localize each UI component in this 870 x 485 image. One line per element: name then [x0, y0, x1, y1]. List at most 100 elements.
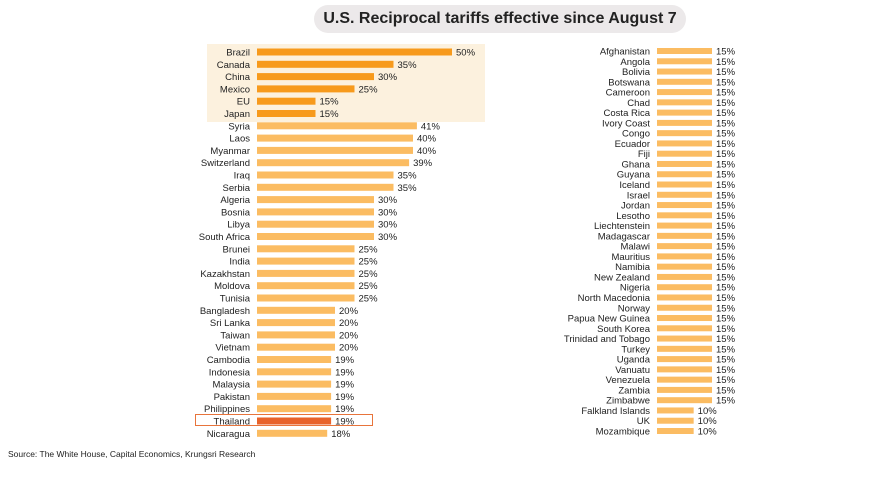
right-bar-chad [657, 99, 713, 106]
left-value-serbia: 35% [398, 183, 418, 194]
left-bar-philippines [257, 405, 332, 413]
right-value-mauritius: 15% [716, 252, 736, 263]
left-bar-bangladesh [257, 306, 335, 314]
left-bar-pakistan [257, 392, 332, 400]
right-bar-israel [657, 191, 713, 198]
right-value-mozambique: 10% [698, 426, 718, 437]
right-bar-malawi [657, 243, 713, 250]
right-label-zimbabwe: Zimbabwe [606, 396, 650, 407]
right-bar-lesotho [657, 212, 713, 219]
left-bar-serbia [257, 183, 394, 191]
left-bar-thailand [257, 417, 332, 425]
right-value-bolivia: 15% [716, 67, 736, 78]
right-value-angola: 15% [716, 57, 736, 68]
right-value-malawi: 15% [716, 242, 736, 253]
right-label-north-macedonia: North Macedonia [578, 293, 651, 304]
right-bar-zambia [657, 386, 713, 393]
right-label-uganda: Uganda [617, 355, 651, 366]
left-label-philippines: Philippines [204, 404, 250, 415]
left-label-sri-lanka: Sri Lanka [210, 318, 251, 329]
right-value-norway: 15% [716, 303, 736, 314]
left-bar-tunisia [257, 294, 355, 302]
right-bar-fiji [657, 150, 713, 157]
left-label-vietnam: Vietnam [215, 343, 250, 354]
right-value-north-macedonia: 15% [716, 293, 736, 304]
left-bar-algeria [257, 196, 374, 204]
right-label-iceland: Iceland [619, 180, 650, 191]
right-value-zimbabwe: 15% [716, 396, 736, 407]
left-value-cambodia: 19% [335, 355, 355, 366]
left-label-bosnia: Bosnia [221, 207, 251, 218]
left-label-laos: Laos [229, 134, 250, 145]
right-label-turkey: Turkey [621, 344, 650, 355]
right-value-botswana: 15% [716, 77, 736, 88]
left-bar-bosnia [257, 208, 374, 216]
right-bar-ivory-coast [657, 119, 713, 126]
right-value-afghanistan: 15% [716, 47, 736, 58]
right-value-zambia: 15% [716, 385, 736, 396]
left-bar-eu [257, 97, 316, 105]
left-bar-taiwan [257, 331, 335, 339]
left-label-serbia: Serbia [223, 183, 251, 194]
left-bar-indonesia [257, 368, 332, 376]
left-bar-moldova [257, 282, 355, 290]
right-value-venezuela: 15% [716, 375, 736, 386]
left-bar-myanmar [257, 146, 413, 154]
right-label-israel: Israel [627, 190, 650, 201]
left-label-malaysia: Malaysia [213, 380, 251, 391]
right-label-norway: Norway [618, 303, 650, 314]
right-bar-botswana [657, 78, 713, 85]
right-label-falkland-islands: Falkland Islands [581, 406, 650, 417]
left-label-japan: Japan [224, 109, 250, 120]
right-value-fiji: 15% [716, 149, 736, 160]
right-value-ecuador: 15% [716, 139, 736, 150]
left-value-myanmar: 40% [417, 146, 437, 157]
left-label-eu: EU [237, 97, 250, 108]
chart-title: U.S. Reciprocal tariffs effective since … [314, 5, 686, 33]
left-label-south-africa: South Africa [199, 232, 251, 243]
right-bar-uganda [657, 356, 713, 363]
right-value-congo: 15% [716, 129, 736, 140]
right-value-jordan: 15% [716, 201, 736, 212]
left-bar-kazakhstan [257, 269, 355, 277]
right-label-ghana: Ghana [621, 159, 650, 170]
right-bar-iceland [657, 181, 713, 188]
left-label-algeria: Algeria [220, 195, 250, 206]
left-label-switzerland: Switzerland [201, 158, 250, 169]
right-value-lesotho: 15% [716, 211, 736, 222]
right-value-new-zealand: 15% [716, 272, 736, 283]
left-label-tunisia: Tunisia [220, 294, 251, 305]
right-bar-uk [657, 417, 694, 424]
right-label-south-korea: South Korea [597, 324, 651, 335]
left-value-syria: 41% [421, 121, 441, 132]
left-value-bangladesh: 20% [339, 306, 359, 317]
right-bar-vanuatu [657, 366, 713, 373]
right-bar-angola [657, 58, 713, 65]
right-bar-turkey [657, 345, 713, 352]
right-label-venezuela: Venezuela [606, 375, 651, 386]
left-value-kazakhstan: 25% [359, 269, 379, 280]
right-value-liechtenstein: 15% [716, 221, 736, 232]
right-value-uganda: 15% [716, 355, 736, 366]
right-label-afghanistan: Afghanistan [600, 47, 650, 58]
right-bar-cameroon [657, 89, 713, 96]
right-bar-zimbabwe [657, 397, 713, 404]
left-label-iraq: Iraq [234, 171, 250, 182]
right-bar-papua-new-guinea [657, 315, 713, 322]
left-label-pakistan: Pakistan [214, 392, 250, 403]
right-bar-ghana [657, 160, 713, 167]
right-bar-north-macedonia [657, 294, 713, 301]
right-bar-ecuador [657, 140, 713, 147]
left-bar-brunei [257, 245, 355, 253]
right-value-madagascar: 15% [716, 231, 736, 242]
left-value-japan: 15% [320, 109, 340, 120]
right-label-trinidad-and-tobago: Trinidad and Tobago [564, 334, 650, 345]
right-value-uk: 10% [698, 416, 718, 427]
left-label-myanmar: Myanmar [210, 146, 250, 157]
left-bar-laos [257, 134, 413, 142]
left-value-iraq: 35% [398, 171, 418, 182]
right-bar-liechtenstein [657, 222, 713, 229]
right-label-madagascar: Madagascar [598, 231, 650, 242]
left-label-taiwan: Taiwan [220, 330, 250, 341]
right-label-papua-new-guinea: Papua New Guinea [568, 314, 651, 325]
